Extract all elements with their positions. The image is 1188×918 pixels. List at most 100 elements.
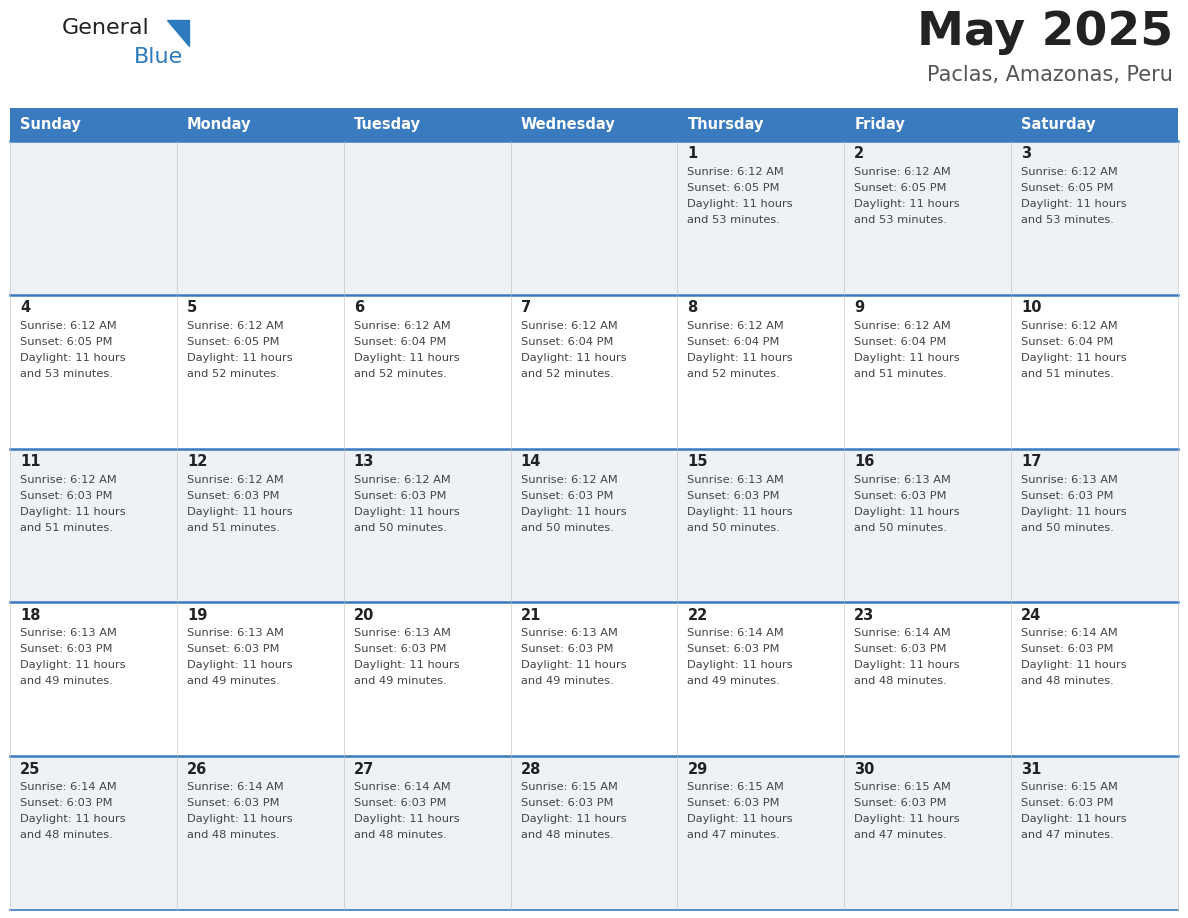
Bar (177, 756, 343, 910)
Text: and 48 minutes.: and 48 minutes. (354, 830, 447, 840)
Text: 14: 14 (520, 454, 541, 469)
Text: Saturday: Saturday (1022, 117, 1095, 132)
Text: Daylight: 11 hours: Daylight: 11 hours (1022, 199, 1126, 209)
Text: Daylight: 11 hours: Daylight: 11 hours (1022, 814, 1126, 824)
Text: Sunrise: 6:13 AM: Sunrise: 6:13 AM (1022, 475, 1118, 485)
Text: 2: 2 (854, 147, 865, 162)
Bar (677, 141, 845, 295)
Text: Daylight: 11 hours: Daylight: 11 hours (854, 660, 960, 670)
Text: Wednesday: Wednesday (520, 117, 615, 132)
Text: Sunset: 6:03 PM: Sunset: 6:03 PM (354, 798, 447, 808)
Text: Sunrise: 6:13 AM: Sunrise: 6:13 AM (354, 629, 450, 638)
Text: 18: 18 (20, 608, 40, 623)
Bar (1011, 108, 1178, 141)
Text: Friday: Friday (854, 117, 905, 132)
Text: and 47 minutes.: and 47 minutes. (1022, 830, 1114, 840)
Bar (343, 295, 511, 449)
Text: Sunset: 6:04 PM: Sunset: 6:04 PM (354, 337, 446, 347)
Text: Sunrise: 6:12 AM: Sunrise: 6:12 AM (520, 320, 618, 330)
Text: Thursday: Thursday (688, 117, 764, 132)
Text: 9: 9 (854, 300, 865, 315)
Text: and 49 minutes.: and 49 minutes. (354, 677, 447, 687)
Bar (343, 756, 511, 910)
Text: Daylight: 11 hours: Daylight: 11 hours (520, 353, 626, 363)
Text: Daylight: 11 hours: Daylight: 11 hours (854, 507, 960, 517)
Text: Sunrise: 6:12 AM: Sunrise: 6:12 AM (187, 320, 284, 330)
Text: Daylight: 11 hours: Daylight: 11 hours (854, 199, 960, 209)
Text: Sunrise: 6:13 AM: Sunrise: 6:13 AM (20, 629, 116, 638)
Text: Daylight: 11 hours: Daylight: 11 hours (187, 353, 292, 363)
Text: Sunset: 6:03 PM: Sunset: 6:03 PM (187, 798, 279, 808)
Bar (1011, 756, 1178, 910)
Text: Daylight: 11 hours: Daylight: 11 hours (688, 814, 794, 824)
Text: Sunset: 6:03 PM: Sunset: 6:03 PM (354, 644, 447, 655)
Text: 20: 20 (354, 608, 374, 623)
Text: Sunrise: 6:12 AM: Sunrise: 6:12 AM (354, 320, 450, 330)
Text: 11: 11 (20, 454, 40, 469)
Text: Daylight: 11 hours: Daylight: 11 hours (354, 660, 460, 670)
Text: Sunset: 6:03 PM: Sunset: 6:03 PM (854, 644, 947, 655)
Text: Sunrise: 6:14 AM: Sunrise: 6:14 AM (187, 782, 284, 792)
Bar (511, 141, 677, 295)
Bar (10, 449, 177, 602)
Text: Sunrise: 6:12 AM: Sunrise: 6:12 AM (187, 475, 284, 485)
Text: 31: 31 (1022, 762, 1042, 777)
Text: Sunrise: 6:13 AM: Sunrise: 6:13 AM (688, 475, 784, 485)
Text: 21: 21 (520, 608, 541, 623)
Text: 15: 15 (688, 454, 708, 469)
Text: Sunset: 6:03 PM: Sunset: 6:03 PM (854, 798, 947, 808)
Text: and 53 minutes.: and 53 minutes. (688, 215, 781, 225)
Text: Sunset: 6:03 PM: Sunset: 6:03 PM (854, 490, 947, 500)
Text: 5: 5 (187, 300, 197, 315)
Bar (10, 602, 177, 756)
Text: Daylight: 11 hours: Daylight: 11 hours (354, 507, 460, 517)
Text: and 48 minutes.: and 48 minutes. (1022, 677, 1114, 687)
Bar (343, 108, 511, 141)
Text: Sunrise: 6:12 AM: Sunrise: 6:12 AM (854, 167, 952, 177)
Bar (511, 108, 677, 141)
Text: Daylight: 11 hours: Daylight: 11 hours (20, 353, 126, 363)
Text: Sunset: 6:03 PM: Sunset: 6:03 PM (20, 798, 113, 808)
Text: 23: 23 (854, 608, 874, 623)
Text: Sunset: 6:03 PM: Sunset: 6:03 PM (520, 798, 613, 808)
Text: 7: 7 (520, 300, 531, 315)
Text: Daylight: 11 hours: Daylight: 11 hours (20, 814, 126, 824)
Text: and 50 minutes.: and 50 minutes. (688, 522, 781, 532)
Text: and 47 minutes.: and 47 minutes. (854, 830, 947, 840)
Bar (1011, 295, 1178, 449)
Text: Sunrise: 6:12 AM: Sunrise: 6:12 AM (20, 320, 116, 330)
Text: 24: 24 (1022, 608, 1042, 623)
Text: Sunrise: 6:13 AM: Sunrise: 6:13 AM (187, 629, 284, 638)
Bar (177, 108, 343, 141)
Text: Sunrise: 6:13 AM: Sunrise: 6:13 AM (854, 475, 952, 485)
Text: and 47 minutes.: and 47 minutes. (688, 830, 781, 840)
Text: and 52 minutes.: and 52 minutes. (688, 369, 781, 379)
Text: and 48 minutes.: and 48 minutes. (854, 677, 947, 687)
Text: 29: 29 (688, 762, 708, 777)
Text: Daylight: 11 hours: Daylight: 11 hours (20, 660, 126, 670)
Text: Sunset: 6:03 PM: Sunset: 6:03 PM (520, 644, 613, 655)
Text: Sunrise: 6:12 AM: Sunrise: 6:12 AM (688, 167, 784, 177)
Text: and 50 minutes.: and 50 minutes. (1022, 522, 1114, 532)
Bar (845, 141, 1011, 295)
Text: Sunset: 6:05 PM: Sunset: 6:05 PM (1022, 183, 1113, 193)
Text: 12: 12 (187, 454, 207, 469)
Text: 3: 3 (1022, 147, 1031, 162)
Text: and 52 minutes.: and 52 minutes. (520, 369, 613, 379)
Text: 6: 6 (354, 300, 364, 315)
Bar (10, 108, 177, 141)
Text: Sunset: 6:03 PM: Sunset: 6:03 PM (354, 490, 447, 500)
Text: Sunrise: 6:15 AM: Sunrise: 6:15 AM (688, 782, 784, 792)
Text: Sunrise: 6:12 AM: Sunrise: 6:12 AM (688, 320, 784, 330)
Text: Daylight: 11 hours: Daylight: 11 hours (854, 814, 960, 824)
Text: 30: 30 (854, 762, 874, 777)
Text: and 51 minutes.: and 51 minutes. (1022, 369, 1114, 379)
Text: Daylight: 11 hours: Daylight: 11 hours (354, 814, 460, 824)
Text: 16: 16 (854, 454, 874, 469)
Bar (511, 295, 677, 449)
Text: Sunrise: 6:14 AM: Sunrise: 6:14 AM (854, 629, 952, 638)
Text: Daylight: 11 hours: Daylight: 11 hours (354, 353, 460, 363)
Text: Sunset: 6:03 PM: Sunset: 6:03 PM (20, 644, 113, 655)
Bar (1011, 449, 1178, 602)
Text: Daylight: 11 hours: Daylight: 11 hours (1022, 660, 1126, 670)
